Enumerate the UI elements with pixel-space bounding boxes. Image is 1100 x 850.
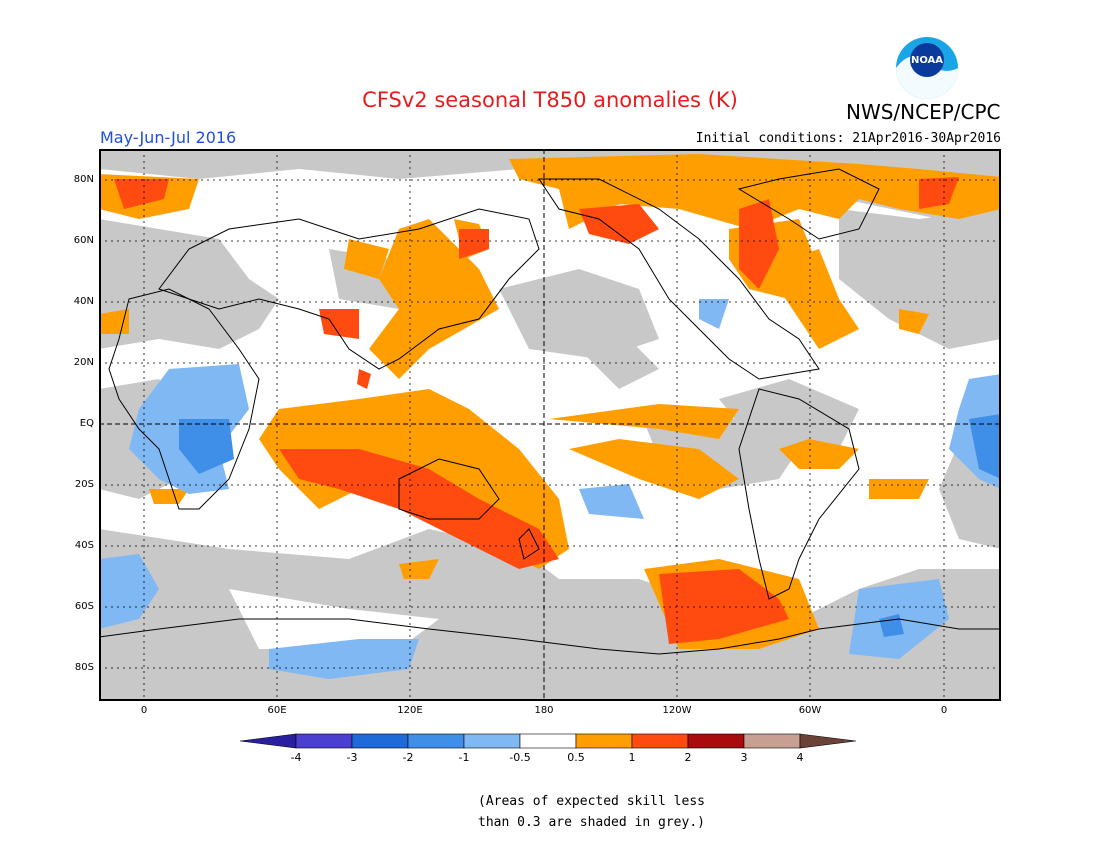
colorbar-swatch (239, 733, 297, 749)
colorbar-label: 0.5 (567, 751, 585, 764)
agency-label: NWS/NCEP/CPC (846, 100, 1001, 124)
lon-label: 120W (662, 705, 692, 716)
colorbar (239, 733, 862, 753)
colorbar-label: -1 (458, 751, 470, 764)
colorbar-swatch (799, 733, 857, 749)
noaa-logo: NOAA (895, 36, 959, 100)
colorbar-label: 2 (684, 751, 692, 764)
colorbar-label: 1 (628, 751, 636, 764)
colorbar-label: -0.5 (509, 751, 531, 764)
colorbar-label: -2 (402, 751, 414, 764)
colorbar-label: 4 (796, 751, 804, 764)
colorbar-swatch (575, 733, 633, 749)
lat-label: 20N (73, 357, 94, 368)
lat-label: EQ (79, 418, 94, 429)
initial-conditions: Initial conditions: 21Apr2016-30Apr2016 (695, 131, 1001, 146)
lat-label: 40N (73, 296, 94, 307)
lat-label: 80S (74, 662, 94, 673)
skill-note: (Areas of expected skill less than 0.3 a… (478, 791, 705, 833)
coastlines (98, 168, 1001, 655)
season-label: May-Jun-Jul 2016 (100, 128, 237, 147)
skill-note-line-2: than 0.3 are shaded in grey.) (478, 815, 705, 830)
lat-label: 80N (73, 174, 94, 185)
lon-label: 60W (798, 705, 822, 716)
lat-label: 60S (74, 601, 94, 612)
colorbar-swatch (631, 733, 689, 749)
logo-text: NOAA (911, 55, 943, 66)
cold-anomalies-blue (179, 414, 1001, 637)
colorbar-swatch (463, 733, 521, 749)
colorbar-label: -3 (346, 751, 358, 764)
colorbar-swatch (687, 733, 745, 749)
graticule (99, 149, 1001, 701)
colorbar-swatch (743, 733, 801, 749)
lon-label: 120E (397, 705, 423, 716)
colorbar-swatch (407, 733, 465, 749)
map-frame (99, 149, 1001, 701)
anomaly-map (98, 149, 1001, 705)
lat-label: 40S (74, 540, 94, 551)
colorbar-swatch (519, 733, 577, 749)
colorbar-swatch (351, 733, 409, 749)
colorbar-label: 3 (740, 751, 748, 764)
lon-label: 60E (267, 705, 287, 716)
lon-label: 0 (940, 705, 948, 716)
colorbar-label: -4 (290, 751, 302, 764)
colorbar-swatch (295, 733, 353, 749)
lat-label: 60N (73, 235, 94, 246)
lon-label: 0 (140, 705, 148, 716)
lon-label: 180 (534, 705, 554, 716)
chart-title: CFSv2 seasonal T850 anomalies (K) (362, 88, 738, 112)
equator-dateline (99, 149, 1001, 701)
skill-note-line-1: (Areas of expected skill less (478, 794, 705, 809)
lat-label: 20S (74, 479, 94, 490)
warm-anomalies-red (114, 177, 959, 644)
